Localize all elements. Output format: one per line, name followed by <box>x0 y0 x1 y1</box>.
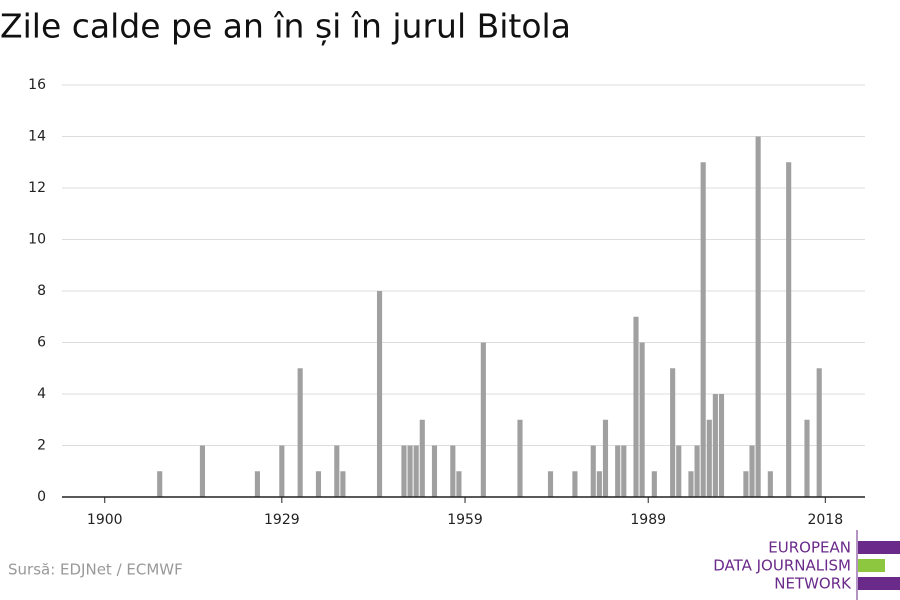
x-tick-label: 1900 <box>87 512 123 528</box>
bar <box>572 471 578 497</box>
y-tick-label: 14 <box>28 129 46 145</box>
bar <box>615 445 621 497</box>
bar <box>633 316 639 497</box>
x-tick-label: 1989 <box>630 512 666 528</box>
bar <box>419 419 425 497</box>
bar <box>700 162 706 497</box>
source: Sursă: EDJNet / ECMWF <box>8 561 183 579</box>
bar <box>651 471 657 497</box>
bar <box>688 471 694 497</box>
bar <box>199 445 206 497</box>
bar <box>670 368 676 497</box>
bar <box>376 291 383 497</box>
logo-bar <box>858 541 900 554</box>
bar <box>450 445 456 497</box>
logo-text: DATA JOURNALISM <box>713 557 851 575</box>
bar <box>401 445 407 497</box>
bar <box>407 445 413 497</box>
bar <box>590 445 596 497</box>
bar <box>254 471 260 497</box>
logo-bar <box>858 577 900 590</box>
x-tick-label: 1929 <box>264 512 300 528</box>
logo-text: EUROPEAN <box>768 539 851 557</box>
y-tick-label: 2 <box>37 438 46 454</box>
bar <box>712 394 718 497</box>
bar <box>718 394 725 497</box>
bar <box>596 471 602 497</box>
bar <box>315 471 322 497</box>
bar <box>621 445 627 497</box>
bar <box>480 342 486 497</box>
bar <box>157 471 163 497</box>
y-tick-label: 8 <box>37 283 46 299</box>
bar <box>767 471 773 497</box>
bar <box>431 445 438 497</box>
chart-title: Zile calde pe an în și în jurul Bitola <box>0 7 571 46</box>
bar <box>297 368 303 497</box>
bar <box>816 368 822 497</box>
bar <box>743 471 749 497</box>
bar <box>706 419 712 497</box>
bar <box>456 471 462 497</box>
bar <box>517 419 523 497</box>
bar <box>749 445 755 497</box>
x-tick-label: 2018 <box>807 512 843 528</box>
bar <box>334 445 340 497</box>
bar <box>602 419 609 497</box>
bar <box>340 471 346 497</box>
logo-text: NETWORK <box>774 575 852 593</box>
y-tick-label: 0 <box>37 489 46 505</box>
bar <box>279 445 285 497</box>
logo-bar <box>858 559 885 572</box>
y-tick-label: 12 <box>28 180 46 196</box>
bar <box>786 162 792 497</box>
bar <box>804 419 810 497</box>
y-tick-label: 10 <box>28 232 46 248</box>
bar <box>413 445 419 497</box>
bar <box>547 471 554 497</box>
bar <box>676 445 682 497</box>
y-tick-label: 6 <box>37 335 46 351</box>
bar <box>755 136 761 497</box>
y-tick-label: 4 <box>37 386 46 402</box>
bar <box>694 445 700 497</box>
y-tick-label: 16 <box>28 77 46 93</box>
bar <box>639 342 645 497</box>
logo: EUROPEAN DATA JOURNALISM NETWORK <box>713 530 900 600</box>
x-tick-label: 1959 <box>447 512 483 528</box>
